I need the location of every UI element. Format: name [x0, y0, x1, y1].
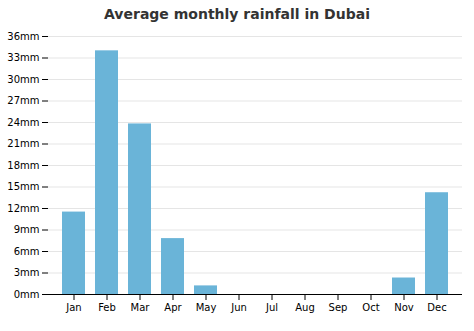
svg-text:21mm: 21mm: [7, 138, 39, 149]
svg-text:3mm: 3mm: [14, 267, 40, 278]
svg-text:33mm: 33mm: [7, 52, 39, 63]
svg-text:30mm: 30mm: [7, 74, 39, 85]
svg-text:Apr: Apr: [164, 302, 182, 313]
svg-text:0mm: 0mm: [14, 289, 40, 300]
svg-text:18mm: 18mm: [7, 160, 39, 171]
svg-text:Nov: Nov: [394, 302, 414, 313]
svg-text:Aug: Aug: [295, 302, 315, 313]
svg-text:6mm: 6mm: [14, 246, 40, 257]
svg-text:24mm: 24mm: [7, 117, 39, 128]
svg-text:12mm: 12mm: [7, 203, 39, 214]
svg-text:Jun: Jun: [230, 302, 247, 313]
svg-text:Jan: Jan: [65, 302, 81, 313]
svg-text:Dec: Dec: [427, 302, 446, 313]
svg-text:Sep: Sep: [329, 302, 348, 313]
svg-text:May: May: [196, 302, 217, 313]
svg-text:Feb: Feb: [98, 302, 116, 313]
svg-text:36mm: 36mm: [7, 31, 39, 42]
html-text:Average monthly rainfall in Du: Average monthly rainfall in Dubai: [104, 6, 370, 22]
svg-text:Mar: Mar: [131, 302, 151, 313]
svg-text:Jul: Jul: [265, 302, 278, 313]
svg-text:27mm: 27mm: [7, 95, 39, 106]
svg-text:Oct: Oct: [362, 302, 379, 313]
svg-text:15mm: 15mm: [7, 181, 39, 192]
svg-text:9mm: 9mm: [14, 224, 40, 235]
